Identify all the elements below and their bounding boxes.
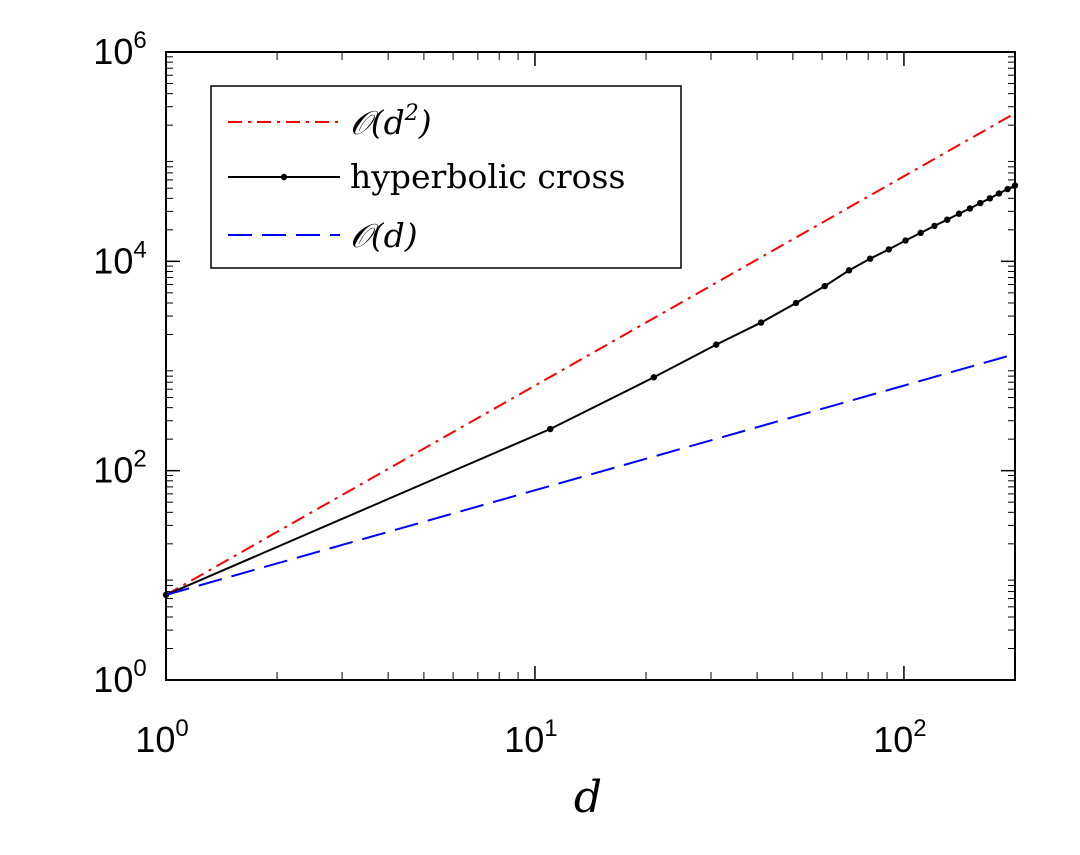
series-point [943,216,951,223]
series-point [845,267,853,274]
series-point [931,222,938,230]
y-tick-label: 106 [93,27,146,72]
series-point [821,282,828,290]
series-point [977,199,984,207]
y-tick-label: 100 [93,655,146,700]
series-point [917,229,924,237]
legend-marker [280,173,288,181]
series-point [866,255,874,262]
x-axis-label: d [574,772,602,823]
series-point [547,425,554,433]
series-point [995,190,1003,197]
y-tick-label: 104 [93,236,146,281]
y-tick-label: 102 [93,446,146,491]
series-point [1004,185,1011,193]
series-point [966,205,974,212]
series-point [902,237,909,244]
tick-layer: 100 101 102 100 102 104 106 [93,27,1015,760]
series-point [885,246,893,253]
series-point [792,299,800,307]
series-point [986,195,994,202]
series-layer [162,112,1019,599]
series-point [713,341,720,348]
series-point [757,319,765,326]
legend-label-1: hyperbolic cross [350,157,625,196]
series-line-0 [165,112,1016,596]
legend-label-2: 𝒪(d) [350,216,418,255]
series-line-2 [165,353,1016,596]
series-point [955,210,963,217]
legend-label-0: 𝒪(d2) [350,101,432,142]
x-tick-label: 102 [873,715,926,760]
legend: 𝒪(d2) hyperbolic cross 𝒪(d) [210,85,682,269]
series-point [650,374,658,381]
x-tick-label: 100 [135,715,188,760]
plot-frame [165,51,1016,681]
x-tick-label: 101 [504,715,557,760]
